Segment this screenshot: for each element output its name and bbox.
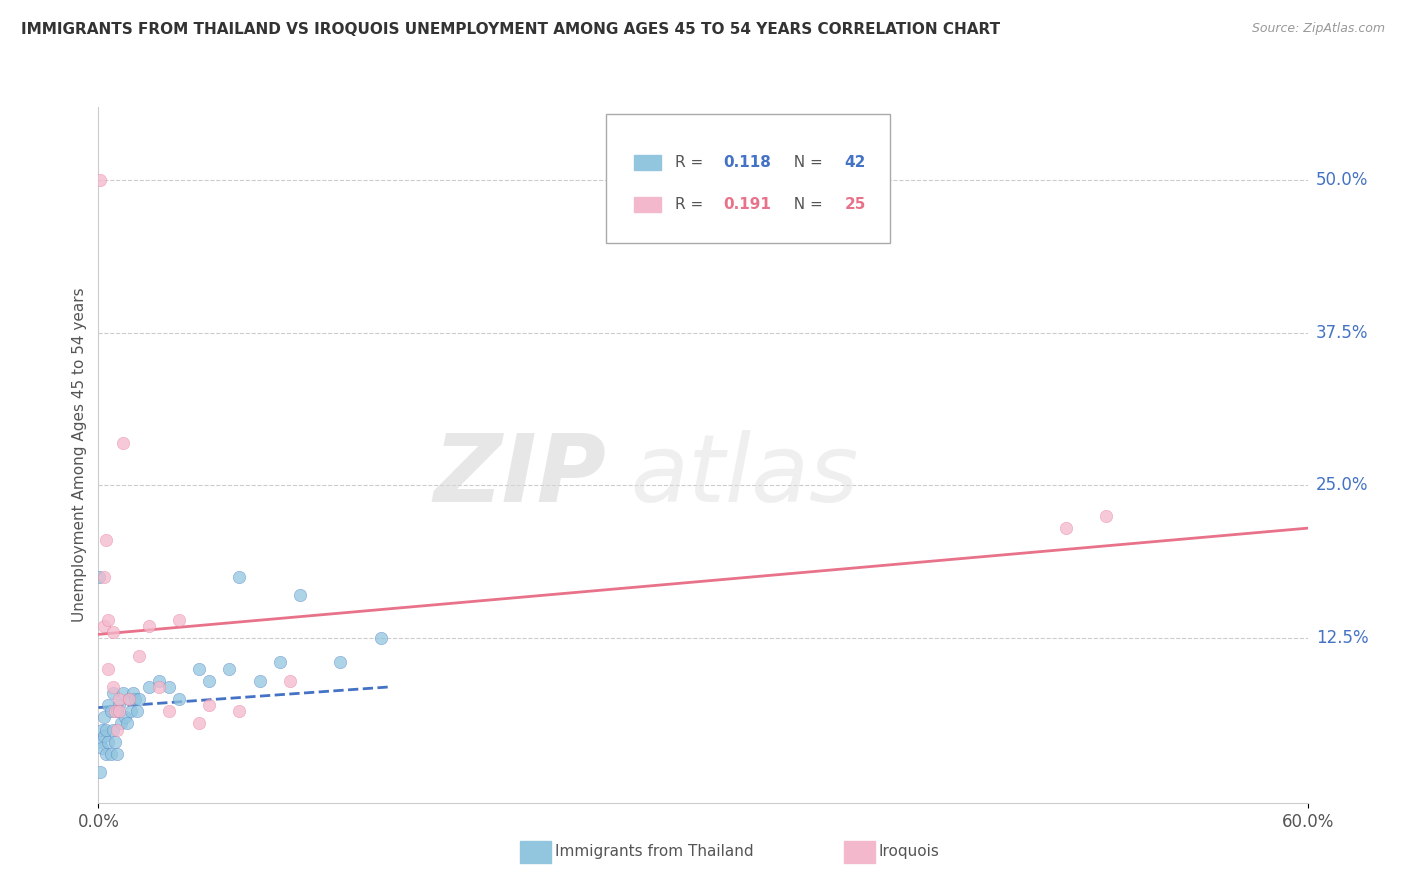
Point: [228, 704, 250, 718]
Text: N =: N =: [785, 155, 828, 170]
Point: [278, 673, 301, 688]
Text: ZIP: ZIP: [433, 430, 606, 522]
Text: Immigrants from Thailand: Immigrants from Thailand: [555, 845, 754, 859]
Point: [111, 686, 134, 700]
Point: [118, 692, 141, 706]
Point: [107, 704, 129, 718]
Point: [269, 656, 291, 670]
Point: [97, 735, 120, 749]
Bar: [634, 155, 661, 170]
Point: [101, 723, 124, 737]
Point: [188, 716, 211, 731]
Point: [157, 680, 180, 694]
Point: [89, 735, 111, 749]
Point: [89, 570, 111, 584]
Point: [198, 673, 221, 688]
Text: R =: R =: [675, 155, 709, 170]
Point: [107, 698, 129, 713]
Text: 42: 42: [845, 155, 866, 170]
Point: [93, 729, 115, 743]
Point: [96, 533, 118, 548]
Point: [89, 765, 111, 780]
Point: [103, 704, 125, 718]
Text: 37.5%: 37.5%: [1316, 324, 1368, 342]
Point: [105, 747, 128, 761]
Point: [157, 704, 180, 718]
Text: IMMIGRANTS FROM THAILAND VS IROQUOIS UNEMPLOYMENT AMONG AGES 45 TO 54 YEARS CORR: IMMIGRANTS FROM THAILAND VS IROQUOIS UNE…: [21, 22, 1000, 37]
Point: [115, 716, 138, 731]
Text: 12.5%: 12.5%: [1316, 629, 1368, 647]
Point: [93, 619, 115, 633]
Point: [148, 673, 170, 688]
Point: [218, 661, 240, 675]
Point: [167, 692, 190, 706]
Point: [91, 723, 114, 737]
Text: R =: R =: [675, 197, 709, 212]
Point: [1054, 521, 1077, 535]
Point: [288, 588, 311, 602]
Point: [111, 435, 134, 450]
Text: N =: N =: [785, 197, 828, 212]
Text: Source: ZipAtlas.com: Source: ZipAtlas.com: [1251, 22, 1385, 36]
Text: 0.191: 0.191: [724, 197, 772, 212]
Point: [103, 735, 125, 749]
Text: Iroquois: Iroquois: [879, 845, 939, 859]
Point: [93, 570, 115, 584]
Point: [97, 613, 120, 627]
Point: [128, 692, 150, 706]
Point: [89, 173, 111, 187]
Point: [138, 619, 160, 633]
Point: [125, 704, 148, 718]
Point: [100, 747, 122, 761]
Text: 25: 25: [845, 197, 866, 212]
Point: [100, 704, 122, 718]
Point: [110, 716, 132, 731]
Point: [138, 680, 160, 694]
Point: [1095, 508, 1118, 523]
FancyBboxPatch shape: [606, 114, 890, 243]
Text: 25.0%: 25.0%: [1316, 476, 1368, 494]
Point: [249, 673, 271, 688]
Point: [96, 747, 118, 761]
Y-axis label: Unemployment Among Ages 45 to 54 years: Unemployment Among Ages 45 to 54 years: [72, 287, 87, 623]
Point: [121, 686, 143, 700]
Point: [124, 692, 146, 706]
Point: [101, 686, 124, 700]
Point: [188, 661, 211, 675]
Point: [148, 680, 170, 694]
Point: [228, 570, 250, 584]
Point: [91, 740, 114, 755]
Bar: [634, 197, 661, 212]
Point: [97, 661, 120, 675]
Point: [167, 613, 190, 627]
Point: [101, 680, 124, 694]
Point: [101, 624, 124, 639]
Point: [128, 649, 150, 664]
Point: [118, 692, 141, 706]
Point: [120, 704, 142, 718]
Text: 50.0%: 50.0%: [1316, 171, 1368, 189]
Point: [198, 698, 221, 713]
Point: [329, 656, 352, 670]
Point: [105, 704, 128, 718]
Point: [93, 710, 115, 724]
Point: [96, 723, 118, 737]
Point: [97, 698, 120, 713]
Text: atlas: atlas: [630, 430, 859, 521]
Point: [107, 692, 129, 706]
Point: [105, 723, 128, 737]
Point: [114, 710, 136, 724]
Point: [370, 631, 392, 645]
Text: 0.118: 0.118: [724, 155, 772, 170]
